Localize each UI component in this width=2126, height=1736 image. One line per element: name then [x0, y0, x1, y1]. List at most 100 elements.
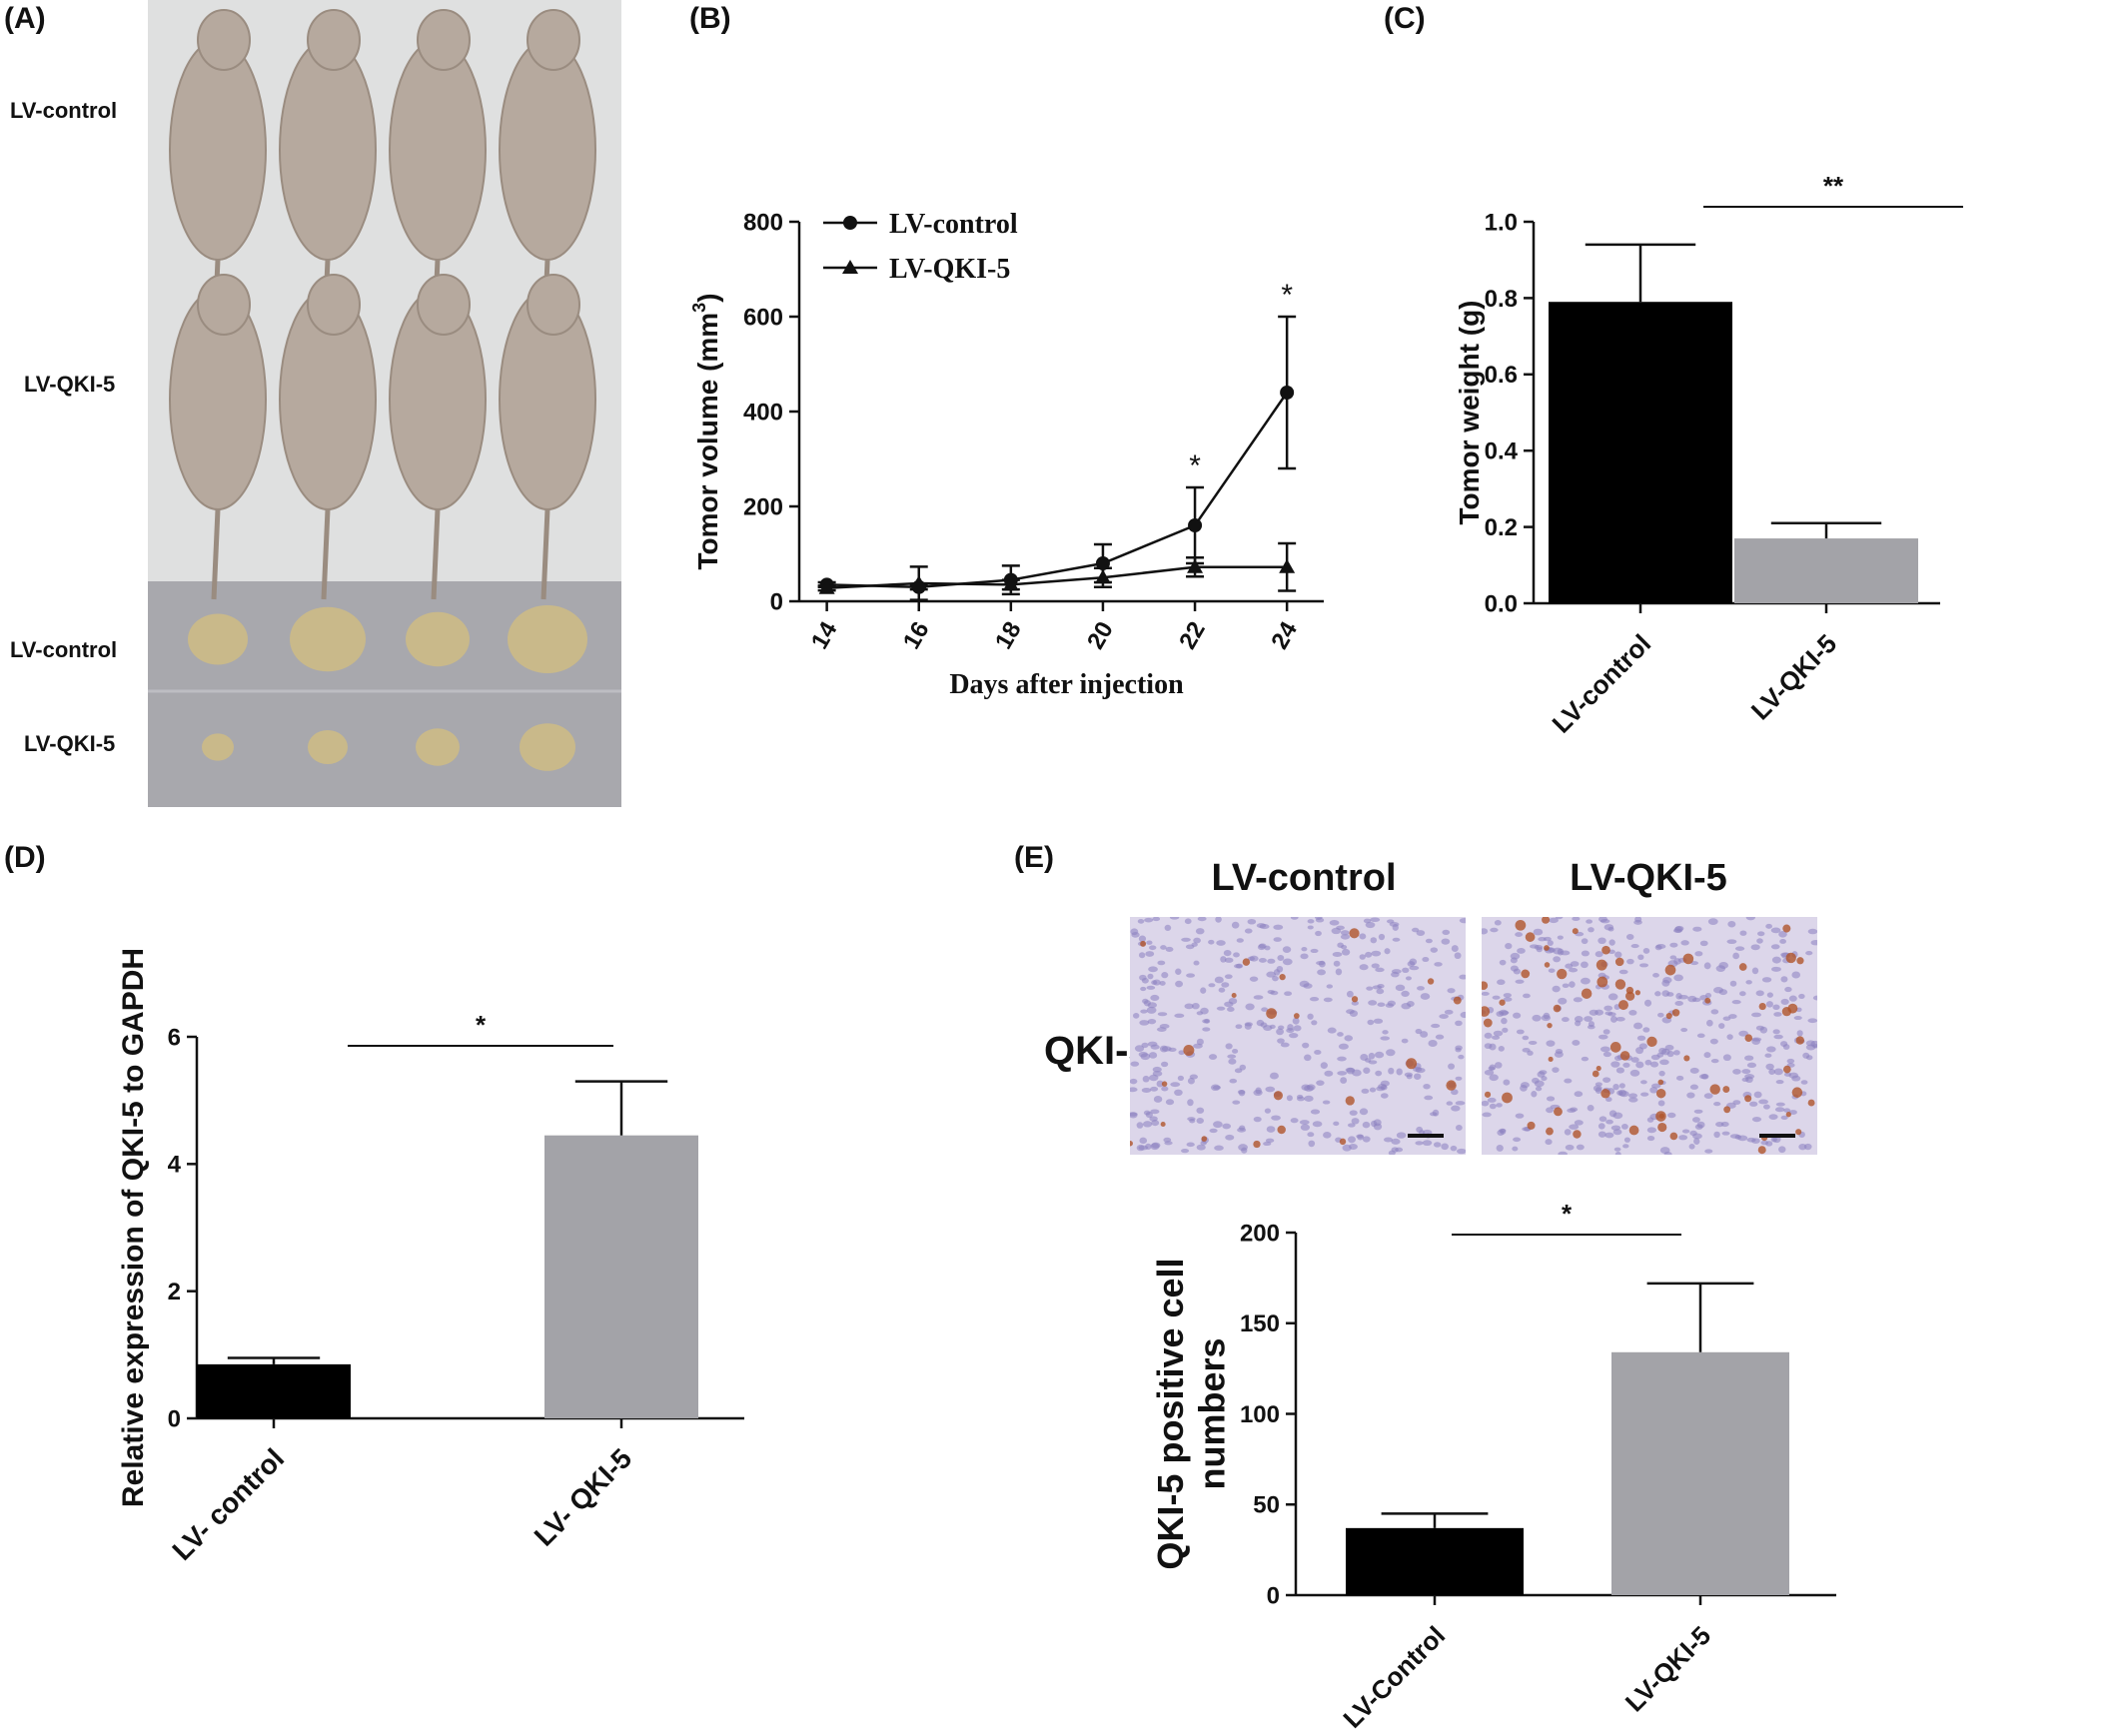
ihc-nucleus	[1210, 1084, 1221, 1092]
ihc-nucleus	[1689, 1067, 1699, 1074]
ihc-nucleus	[1267, 989, 1275, 995]
ihc-nucleus	[1314, 917, 1323, 920]
ihc-nucleus	[1332, 952, 1343, 958]
ihc-nucleus	[1605, 1097, 1612, 1103]
ihc-positive-cell	[1601, 945, 1610, 955]
ihc-nucleus	[1455, 1101, 1466, 1106]
ihc-nucleus	[1688, 1144, 1695, 1150]
ihc-nucleus	[1371, 950, 1382, 957]
ihc-nucleus	[1523, 993, 1531, 999]
ihc-nucleus	[1448, 1063, 1456, 1070]
ihc-nucleus	[1200, 1007, 1209, 1015]
ihc-nucleus	[1414, 1073, 1422, 1080]
ihc-nucleus	[1680, 940, 1689, 946]
ihc-nucleus	[1620, 1124, 1628, 1130]
ihc-nucleus	[1607, 1012, 1616, 1017]
ihc-nucleus	[1401, 990, 1410, 998]
ihc-nucleus	[1791, 971, 1801, 979]
ihc-positive-cell	[1339, 1138, 1347, 1146]
data-point	[910, 574, 927, 589]
ihc-positive-cell	[1795, 1129, 1802, 1136]
ihc-nucleus	[1140, 986, 1147, 992]
ihc-nucleus	[1502, 1027, 1509, 1033]
ihc-nucleus	[1238, 1144, 1248, 1152]
ihc-nucleus	[1454, 952, 1462, 960]
ihc-nucleus	[1152, 1066, 1162, 1073]
ihc-nucleus	[1142, 998, 1149, 1004]
ihc-nucleus	[1642, 1027, 1650, 1033]
ihc-nucleus	[1263, 1141, 1272, 1147]
ihc-nucleus	[1161, 1086, 1169, 1092]
ihc-nucleus	[1196, 1038, 1204, 1046]
ihc-nucleus	[1225, 1043, 1233, 1050]
ihc-nucleus	[1588, 927, 1594, 933]
ihc-nucleus	[1289, 1032, 1299, 1039]
ihc-nucleus	[1649, 1087, 1658, 1094]
ihc-nucleus	[1499, 959, 1507, 966]
ihc-nucleus	[1134, 1045, 1145, 1052]
ihc-nucleus	[1315, 930, 1322, 937]
ihc-positive-cell	[1665, 1012, 1672, 1020]
ihc-nucleus	[1431, 1023, 1441, 1029]
ihc-nucleus	[1451, 1105, 1461, 1112]
ihc-positive-cell	[1628, 1125, 1639, 1136]
x-axis-label: Days after injection	[949, 669, 1184, 700]
ihc-nucleus	[1284, 991, 1293, 997]
legend-label: LV-control	[889, 209, 1018, 240]
ihc-nucleus	[1175, 980, 1183, 988]
ihc-nucleus	[1489, 1103, 1497, 1110]
ihc-nucleus	[1772, 1029, 1780, 1035]
ihc-nucleus	[1415, 1141, 1424, 1146]
ihc-nucleus	[1728, 1014, 1737, 1019]
ihc-positive-cell	[1484, 1091, 1492, 1098]
ihc-title-control: LV-control	[1211, 857, 1397, 899]
ihc-nucleus	[1304, 1054, 1312, 1062]
ihc-nucleus	[1492, 995, 1501, 1000]
ihc-positive-cell	[1427, 978, 1435, 985]
ihc-nucleus	[1793, 1016, 1802, 1021]
ihc-positive-cell	[1572, 928, 1579, 935]
ihc-nucleus	[1430, 947, 1439, 953]
ihc-nucleus	[1165, 1099, 1175, 1106]
ihc-nucleus	[1756, 938, 1763, 944]
ihc-nucleus	[1598, 1034, 1608, 1040]
ihc-nucleus	[1673, 1050, 1680, 1056]
ihc-nucleus	[1694, 1124, 1703, 1130]
mouse-head	[417, 9, 471, 71]
ihc-positive-cell	[1351, 996, 1359, 1003]
ihc-nucleus	[1178, 1050, 1185, 1056]
ihc-nucleus	[1157, 1012, 1168, 1017]
ihc-nucleus	[1264, 945, 1271, 951]
ihc-nucleus	[1751, 1116, 1762, 1123]
ihc-nucleus	[1622, 1144, 1629, 1149]
ihc-nucleus	[1368, 1060, 1378, 1065]
ihc-nucleus	[1753, 1091, 1762, 1099]
ihc-nucleus	[1675, 993, 1682, 1000]
ihc-nucleus	[1181, 937, 1191, 942]
ihc-nucleus	[1316, 961, 1326, 966]
ihc-nucleus	[1416, 1126, 1424, 1134]
ihc-nucleus	[1333, 1121, 1340, 1127]
ihc-nucleus	[1260, 1022, 1268, 1028]
ihc-nucleus	[1788, 1110, 1797, 1115]
ihc-nucleus	[1546, 1040, 1556, 1047]
ihc-positive-cell	[1619, 1051, 1630, 1061]
ihc-nucleus	[1266, 971, 1276, 978]
ihc-positive-cell	[1609, 1042, 1621, 1053]
panel-a-row-label: LV-QKI-5	[24, 372, 116, 397]
tumor	[508, 605, 587, 673]
ihc-positive-cell	[1722, 1086, 1730, 1093]
ihc-nucleus	[1323, 1132, 1332, 1139]
category-label: LV- QKI-5	[529, 1442, 638, 1552]
ihc-nucleus	[1144, 917, 1154, 923]
legend-marker	[843, 216, 857, 230]
ihc-nucleus	[1745, 917, 1755, 921]
ihc-positive-cell	[1671, 1009, 1680, 1017]
significance-marker: *	[1281, 279, 1293, 312]
category-label: LV-control	[1546, 628, 1656, 739]
ihc-nucleus	[1658, 1047, 1667, 1055]
ihc-nucleus	[1290, 917, 1299, 920]
ihc-nucleus	[1693, 1109, 1703, 1114]
ihc-nucleus	[1370, 937, 1378, 944]
ihc-nucleus	[1161, 1061, 1169, 1068]
